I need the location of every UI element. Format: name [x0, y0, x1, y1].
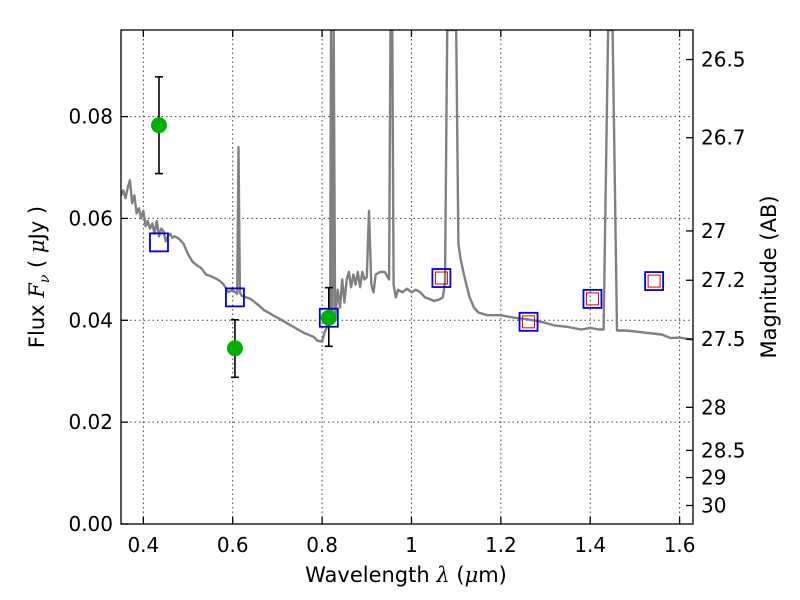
x-tick-label: 0.8 [306, 533, 338, 557]
observed-point [226, 340, 243, 357]
y2-axis-label: Magnitude (AB) [757, 195, 781, 358]
y-tick-label: 0.08 [68, 105, 113, 129]
y2-tick-label: 27 [701, 219, 726, 243]
y-tick-label: 0.06 [68, 206, 113, 230]
y2-tick-label: 28 [701, 395, 726, 419]
x-axis-ticks: 0.4 0.6 0.8 1 1.2 1.4 1.6 [127, 30, 696, 557]
y2-tick-label: 27.5 [701, 327, 746, 351]
model-band-inner-square [585, 292, 599, 306]
y-tick-label: 0.02 [68, 410, 113, 434]
x-tick-label: 0.6 [217, 533, 249, 557]
x-tick-label: 1.2 [485, 533, 517, 557]
y2-axis-ticks: 26.5 26.7 27 27.2 27.5 28 28.5 29 30 [686, 48, 746, 518]
y2-tick-label: 26.7 [701, 126, 746, 150]
x-axis-label: Wavelength λ (μm) [305, 563, 507, 587]
y-axis-ticks: 0.00 0.02 0.04 0.06 0.08 [68, 105, 128, 536]
y-tick-label: 0.04 [68, 308, 113, 332]
model-band-square [431, 268, 452, 288]
x-tick-label: 0.4 [127, 533, 159, 557]
model-band-square [582, 288, 603, 309]
plot-frame [120, 29, 694, 525]
model-spectrum-layer [121, 30, 693, 343]
model-band-square [149, 232, 169, 253]
y-axis-label: Flux Fν ( μJy ) [25, 206, 53, 348]
observed-point [320, 309, 337, 326]
data-markers [149, 76, 665, 379]
y2-tick-label: 30 [701, 494, 726, 518]
y2-tick-label: 29 [701, 466, 726, 490]
y-tick-label: 0.00 [68, 512, 113, 536]
x-tick-label: 1 [405, 533, 418, 557]
model-band-inner-square [522, 315, 536, 329]
observed-point [150, 117, 167, 134]
x-tick-label: 1.4 [574, 533, 606, 557]
model-band-square [518, 311, 539, 332]
y2-tick-label: 26.5 [701, 48, 746, 72]
model-band-square [225, 287, 245, 308]
model-band-square [644, 271, 665, 291]
y2-tick-label: 28.5 [701, 438, 746, 462]
model-band-square [318, 307, 339, 328]
x-tick-label: 1.6 [664, 533, 696, 557]
y2-tick-label: 27.2 [701, 268, 746, 292]
model-band-inner-square [647, 274, 661, 288]
model-spectrum-line [121, 30, 693, 343]
model-band-inner-square [434, 271, 448, 285]
